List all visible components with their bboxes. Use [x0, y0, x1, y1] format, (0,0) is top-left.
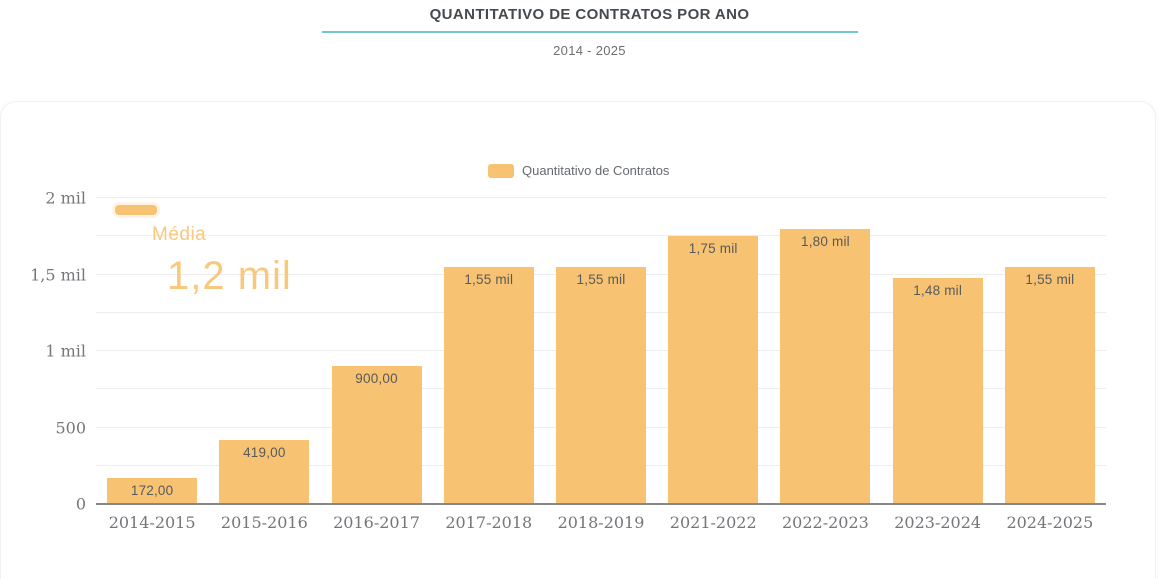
- mean-label: Média: [152, 224, 207, 245]
- bar-value-label: 900,00: [355, 371, 398, 387]
- title-underline: [321, 31, 858, 33]
- bar-2018-2019[interactable]: 1,55 mil: [555, 266, 646, 504]
- bar-value-label: 1,55 mil: [464, 271, 514, 287]
- y-tick-label: 1,5 mil: [30, 265, 86, 284]
- bar-value-label: 1,55 mil: [1025, 271, 1075, 287]
- y-tick-label: 500: [55, 418, 86, 437]
- bar-value-label: 1,80 mil: [800, 233, 850, 249]
- bar-band: 1,55 mil: [994, 198, 1106, 504]
- y-tick-label: 1 mil: [45, 341, 86, 361]
- x-tick-label: 2021-2022: [669, 513, 757, 532]
- x-tick-label: 2016-2017: [333, 513, 420, 532]
- bar-band: 1,75 mil: [657, 198, 769, 504]
- y-tick-label: 2 mil: [45, 188, 86, 208]
- x-tick-label: 2022-2023: [782, 513, 869, 532]
- x-tick-label: 2015-2016: [220, 513, 308, 532]
- bar-value-label: 1,55 mil: [576, 271, 626, 287]
- bar-2023-2024[interactable]: 1,48 mil: [892, 277, 983, 504]
- x-axis-line: [96, 503, 1106, 505]
- gridline: [96, 235, 1106, 237]
- x-tick-label: 2018-2019: [557, 513, 645, 532]
- bar-2014-2015[interactable]: 172,00: [107, 477, 198, 504]
- x-axis-labels: 2014-2015 2015-2016 2016-2017 2017-2018 2018…: [96, 513, 1106, 532]
- bar-series: 172,00 419,00 900,00 1,55 mil 1,55 mil 1,75 m…: [96, 198, 1106, 504]
- bar-band: 419,00: [208, 198, 320, 504]
- bar-2022-2023[interactable]: 1,80 mil: [780, 228, 871, 504]
- bar-2017-2018[interactable]: 1,55 mil: [443, 266, 534, 504]
- bar-band: 1,48 mil: [882, 198, 994, 504]
- bar-band: 1,55 mil: [545, 198, 657, 504]
- bar-value-label: 419,00: [243, 444, 286, 460]
- mean-value: 1,2 mil: [167, 254, 292, 298]
- bar-value-label: 172,00: [130, 482, 174, 498]
- page-subtitle: 2014 - 2025: [553, 43, 626, 58]
- legend-swatch-icon: [488, 163, 514, 178]
- x-tick-label: 2024-2025: [1006, 513, 1094, 532]
- plot-area: 0 500 1 mil 1,5 mil 2 mil 172,00 419,00 900,00…: [30, 189, 1106, 532]
- bar-2021-2022[interactable]: 1,75 mil: [668, 236, 759, 504]
- bar-2015-2016[interactable]: 419,00: [219, 439, 310, 504]
- chart-legend[interactable]: Quantitativo de Contratos: [488, 163, 669, 178]
- gridline: [96, 197, 1106, 198]
- bar-2024-2025[interactable]: 1,55 mil: [1004, 266, 1095, 504]
- x-tick-label: 2014-2015: [108, 513, 196, 532]
- bar-band: 1,55 mil: [433, 198, 545, 504]
- bar-value-label: 1,75 mil: [688, 241, 738, 257]
- x-tick-label: 2023-2024: [894, 513, 982, 532]
- bar-band: 172,00: [96, 198, 208, 504]
- bar-band: 1,80 mil: [769, 198, 881, 504]
- mean-marker-icon: [115, 205, 157, 215]
- x-tick-label: 2017-2018: [445, 513, 533, 532]
- y-tick-label: 0: [75, 494, 86, 514]
- bar-band: 900,00: [320, 198, 432, 504]
- bar-value-label: 1,48 mil: [913, 282, 963, 298]
- chart-header: QUANTITATIVO DE CONTRATOS POR ANO 2014 -…: [0, 0, 1161, 58]
- chart-card: Quantitativo de Contratos Média 1,2 mil …: [0, 101, 1156, 579]
- legend-label: Quantitativo de Contratos: [522, 163, 670, 178]
- bar-2016-2017[interactable]: 900,00: [331, 366, 422, 504]
- page-title: QUANTITATIVO DE CONTRATOS POR ANO: [429, 6, 750, 23]
